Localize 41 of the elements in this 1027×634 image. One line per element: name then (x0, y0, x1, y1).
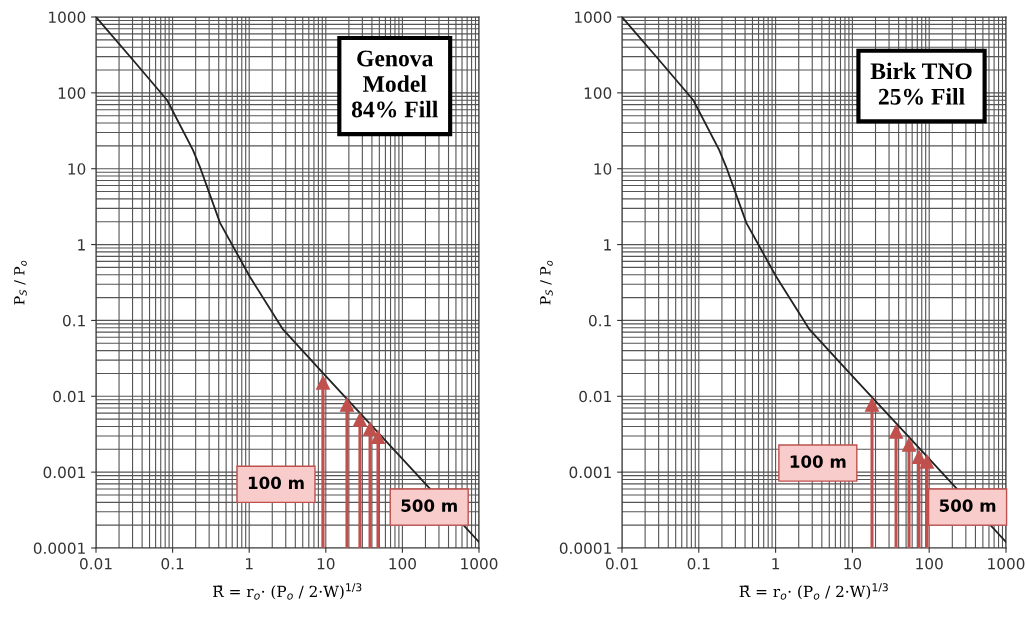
x-tick-label: 0.1 (161, 557, 184, 570)
x-tick-label: 1000 (461, 557, 498, 570)
y-tick-label: 1000 (575, 11, 612, 24)
y-tick-label: 0.001 (569, 466, 611, 479)
point (912, 450, 926, 465)
x-tick-label: 1 (246, 558, 253, 570)
annotation: 500 m (939, 499, 996, 512)
x-tick-label: 0.01 (606, 557, 638, 570)
x-tick-label: 0.01 (80, 557, 112, 570)
x-tick-label: 100 (389, 557, 416, 570)
x-tick-label: 1000 (988, 557, 1025, 570)
annotation: 500 m (401, 499, 457, 512)
y-tick-label: 0.0001 (559, 542, 611, 555)
x-tick-label: 100 (916, 557, 943, 570)
y-tick-label: 0.01 (579, 390, 611, 403)
y-tick-label: 1000 (49, 11, 86, 24)
y-axis-title: P$_{S}$ / P$_{o}$ (540, 260, 553, 305)
annotation: Genova Model 84% Fill (351, 50, 438, 118)
x-tick-label: 10 (317, 557, 335, 570)
y-tick-label: 1 (604, 239, 611, 251)
y-tick-label: 1 (78, 239, 85, 251)
y-tick-label: 10 (68, 163, 86, 175)
y-tick-label: 0.01 (53, 390, 85, 403)
y-tick-label: 0.1 (62, 314, 85, 327)
annotation: Birk TNO 25% Fill (870, 62, 972, 105)
y-tick-label: 0.0001 (33, 542, 85, 555)
point (889, 424, 903, 439)
x-tick-label: 0.1 (687, 557, 710, 570)
annotation: 100 m (790, 455, 846, 468)
x-axis-title: R̄ = r$_{o}$· (P$_{o}$ / 2·W)$^{1/3}$ (213, 583, 362, 600)
x-tick-label: 1 (772, 558, 780, 570)
y-tick-label: 100 (584, 87, 612, 99)
x-tick-label: 10 (844, 557, 862, 570)
annotation: 100 m (248, 476, 304, 490)
y-tick-label: 10 (594, 163, 612, 175)
y-tick-label: 100 (58, 87, 86, 99)
y-tick-label: 0.1 (588, 314, 611, 327)
x-axis-title: R̄ = r$_{o}$· (P$_{o}$ / 2·W)$^{1/3}$ (739, 583, 888, 600)
y-axis-title: P$_{S}$ / P$_{o}$ (14, 260, 27, 305)
y-tick-label: 0.001 (43, 466, 85, 479)
point (902, 437, 916, 452)
